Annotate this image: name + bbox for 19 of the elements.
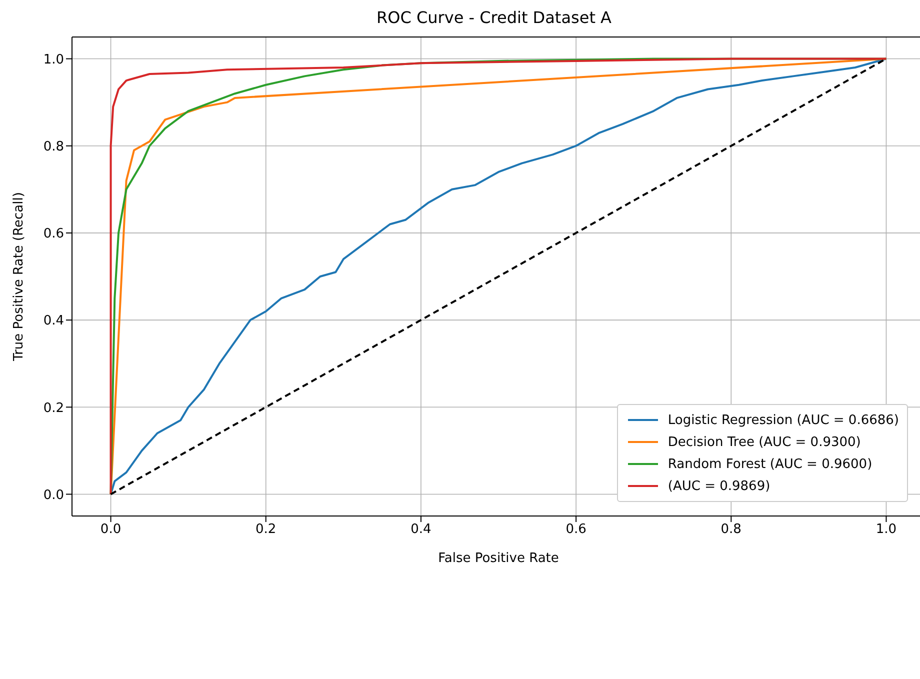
y-tick-label: 0.0 — [43, 488, 64, 503]
y-tick-label: 1.0 — [43, 52, 64, 68]
y-tick-label: 0.6 — [43, 226, 64, 242]
legend-label: (AUC = 0.9869) — [668, 478, 770, 494]
x-axis-title: False Positive Rate — [438, 551, 559, 566]
chart-title: ROC Curve - Credit Dataset A — [375, 8, 612, 29]
y-axis-title: True Positive Rate (Recall) — [12, 192, 27, 362]
legend-label: Random Forest (AUC = 0.9600) — [668, 456, 872, 472]
y-tick-label: 0.8 — [43, 139, 64, 154]
x-tick-label: 0.2 — [256, 522, 276, 538]
legend-label: Logistic Regression (AUC = 0.6686) — [668, 412, 899, 428]
x-tick-label: 1.0 — [876, 522, 897, 538]
x-tick-label: 0.4 — [410, 522, 432, 538]
x-tick-label: 0.0 — [100, 522, 122, 538]
x-tick-label: 0.6 — [566, 522, 586, 538]
legend-label: Decision Tree (AUC = 0.9300) — [668, 434, 861, 450]
x-tick-label: 0.8 — [720, 522, 742, 538]
y-tick-label: 0.2 — [43, 400, 64, 416]
y-tick-label: 0.4 — [43, 314, 64, 329]
